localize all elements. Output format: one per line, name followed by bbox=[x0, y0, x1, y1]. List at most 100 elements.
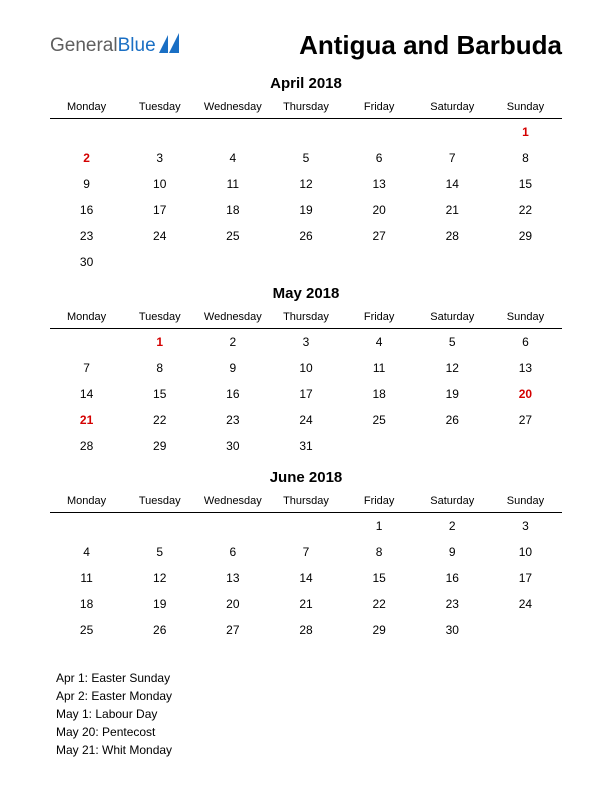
calendar-cell: 15 bbox=[343, 565, 416, 591]
calendar-cell: 13 bbox=[343, 171, 416, 197]
day-header: Wednesday bbox=[196, 490, 269, 513]
calendar-cell: 30 bbox=[196, 433, 269, 459]
calendar-cell: 19 bbox=[123, 591, 196, 617]
calendar-cell-empty bbox=[50, 513, 123, 540]
calendar-cell: 5 bbox=[123, 539, 196, 565]
holiday-item: Apr 1: Easter Sunday bbox=[56, 669, 562, 687]
day-header: Sunday bbox=[489, 96, 562, 119]
logo-text-blue: Blue bbox=[118, 35, 156, 57]
calendar-cell: 4 bbox=[196, 145, 269, 171]
calendar-cell: 23 bbox=[196, 407, 269, 433]
day-header: Monday bbox=[50, 490, 123, 513]
calendar-cell-empty bbox=[196, 119, 269, 146]
calendar-cell: 7 bbox=[416, 145, 489, 171]
calendar-cell: 1 bbox=[343, 513, 416, 540]
calendar-cell: 18 bbox=[196, 197, 269, 223]
calendar-cell: 16 bbox=[50, 197, 123, 223]
calendar-cell: 18 bbox=[50, 591, 123, 617]
calendar-cell: 12 bbox=[416, 355, 489, 381]
calendar-cell: 25 bbox=[196, 223, 269, 249]
calendar-cell-empty bbox=[343, 433, 416, 459]
calendar-cell: 5 bbox=[416, 329, 489, 356]
calendar-cell-empty bbox=[416, 119, 489, 146]
calendar-cell-empty bbox=[269, 249, 342, 275]
calendar-cell-empty bbox=[343, 119, 416, 146]
calendar-cell: 20 bbox=[196, 591, 269, 617]
calendar-cell: 2 bbox=[196, 329, 269, 356]
calendar-cell: 30 bbox=[416, 617, 489, 643]
calendar-cell: 21 bbox=[416, 197, 489, 223]
calendar-cell: 10 bbox=[489, 539, 562, 565]
calendar-cell: 12 bbox=[269, 171, 342, 197]
day-header: Friday bbox=[343, 490, 416, 513]
calendar-cell: 10 bbox=[269, 355, 342, 381]
calendar-cell: 11 bbox=[343, 355, 416, 381]
holidays-list: Apr 1: Easter SundayApr 2: Easter Monday… bbox=[50, 669, 562, 759]
calendar-cell: 29 bbox=[343, 617, 416, 643]
calendar-cell: 18 bbox=[343, 381, 416, 407]
calendar-cell: 11 bbox=[50, 565, 123, 591]
calendar-cell: 31 bbox=[269, 433, 342, 459]
month-block: April 2018MondayTuesdayWednesdayThursday… bbox=[50, 75, 562, 275]
calendar-cell-empty bbox=[489, 433, 562, 459]
calendar-cell: 6 bbox=[489, 329, 562, 356]
month-block: June 2018MondayTuesdayWednesdayThursdayF… bbox=[50, 469, 562, 643]
calendar-cell: 8 bbox=[489, 145, 562, 171]
calendar-cell: 14 bbox=[416, 171, 489, 197]
calendar-table: MondayTuesdayWednesdayThursdayFridaySatu… bbox=[50, 306, 562, 459]
calendar-cell-empty bbox=[123, 513, 196, 540]
calendar-cell: 6 bbox=[196, 539, 269, 565]
months-container: April 2018MondayTuesdayWednesdayThursday… bbox=[50, 75, 562, 643]
calendar-cell: 16 bbox=[196, 381, 269, 407]
calendar-cell-empty bbox=[416, 249, 489, 275]
calendar-cell: 28 bbox=[416, 223, 489, 249]
calendar-cell: 26 bbox=[269, 223, 342, 249]
calendar-cell-empty bbox=[269, 119, 342, 146]
calendar-cell-empty bbox=[196, 513, 269, 540]
day-header: Tuesday bbox=[123, 96, 196, 119]
calendar-cell: 16 bbox=[416, 565, 489, 591]
calendar-cell: 20 bbox=[343, 197, 416, 223]
calendar-cell: 3 bbox=[269, 329, 342, 356]
day-header: Saturday bbox=[416, 96, 489, 119]
calendar-cell: 15 bbox=[489, 171, 562, 197]
calendar-cell: 29 bbox=[123, 433, 196, 459]
logo-icon bbox=[159, 33, 181, 59]
day-header: Friday bbox=[343, 306, 416, 329]
calendar-cell: 7 bbox=[50, 355, 123, 381]
calendar-cell: 8 bbox=[123, 355, 196, 381]
calendar-cell: 10 bbox=[123, 171, 196, 197]
calendar-cell: 5 bbox=[269, 145, 342, 171]
calendar-cell: 17 bbox=[123, 197, 196, 223]
calendar-cell: 25 bbox=[50, 617, 123, 643]
calendar-cell: 9 bbox=[196, 355, 269, 381]
day-header: Sunday bbox=[489, 306, 562, 329]
calendar-cell: 1 bbox=[123, 329, 196, 356]
calendar-cell: 14 bbox=[269, 565, 342, 591]
calendar-cell: 12 bbox=[123, 565, 196, 591]
day-header: Thursday bbox=[269, 96, 342, 119]
calendar-cell: 2 bbox=[416, 513, 489, 540]
month-title: June 2018 bbox=[50, 469, 562, 486]
calendar-cell-empty bbox=[416, 433, 489, 459]
holiday-item: May 21: Whit Monday bbox=[56, 741, 562, 759]
day-header: Saturday bbox=[416, 490, 489, 513]
calendar-cell: 29 bbox=[489, 223, 562, 249]
calendar-cell-empty bbox=[489, 617, 562, 643]
logo-text-general: General bbox=[50, 35, 118, 57]
calendar-cell: 4 bbox=[50, 539, 123, 565]
calendar-cell: 27 bbox=[196, 617, 269, 643]
calendar-cell: 21 bbox=[269, 591, 342, 617]
calendar-cell-empty bbox=[196, 249, 269, 275]
calendar-cell: 22 bbox=[123, 407, 196, 433]
calendar-cell-empty bbox=[343, 249, 416, 275]
month-title: May 2018 bbox=[50, 285, 562, 302]
calendar-cell: 23 bbox=[50, 223, 123, 249]
day-header: Thursday bbox=[269, 490, 342, 513]
calendar-cell: 25 bbox=[343, 407, 416, 433]
calendar-cell: 13 bbox=[196, 565, 269, 591]
day-header: Wednesday bbox=[196, 96, 269, 119]
calendar-cell: 27 bbox=[343, 223, 416, 249]
calendar-cell-empty bbox=[50, 119, 123, 146]
calendar-cell: 23 bbox=[416, 591, 489, 617]
